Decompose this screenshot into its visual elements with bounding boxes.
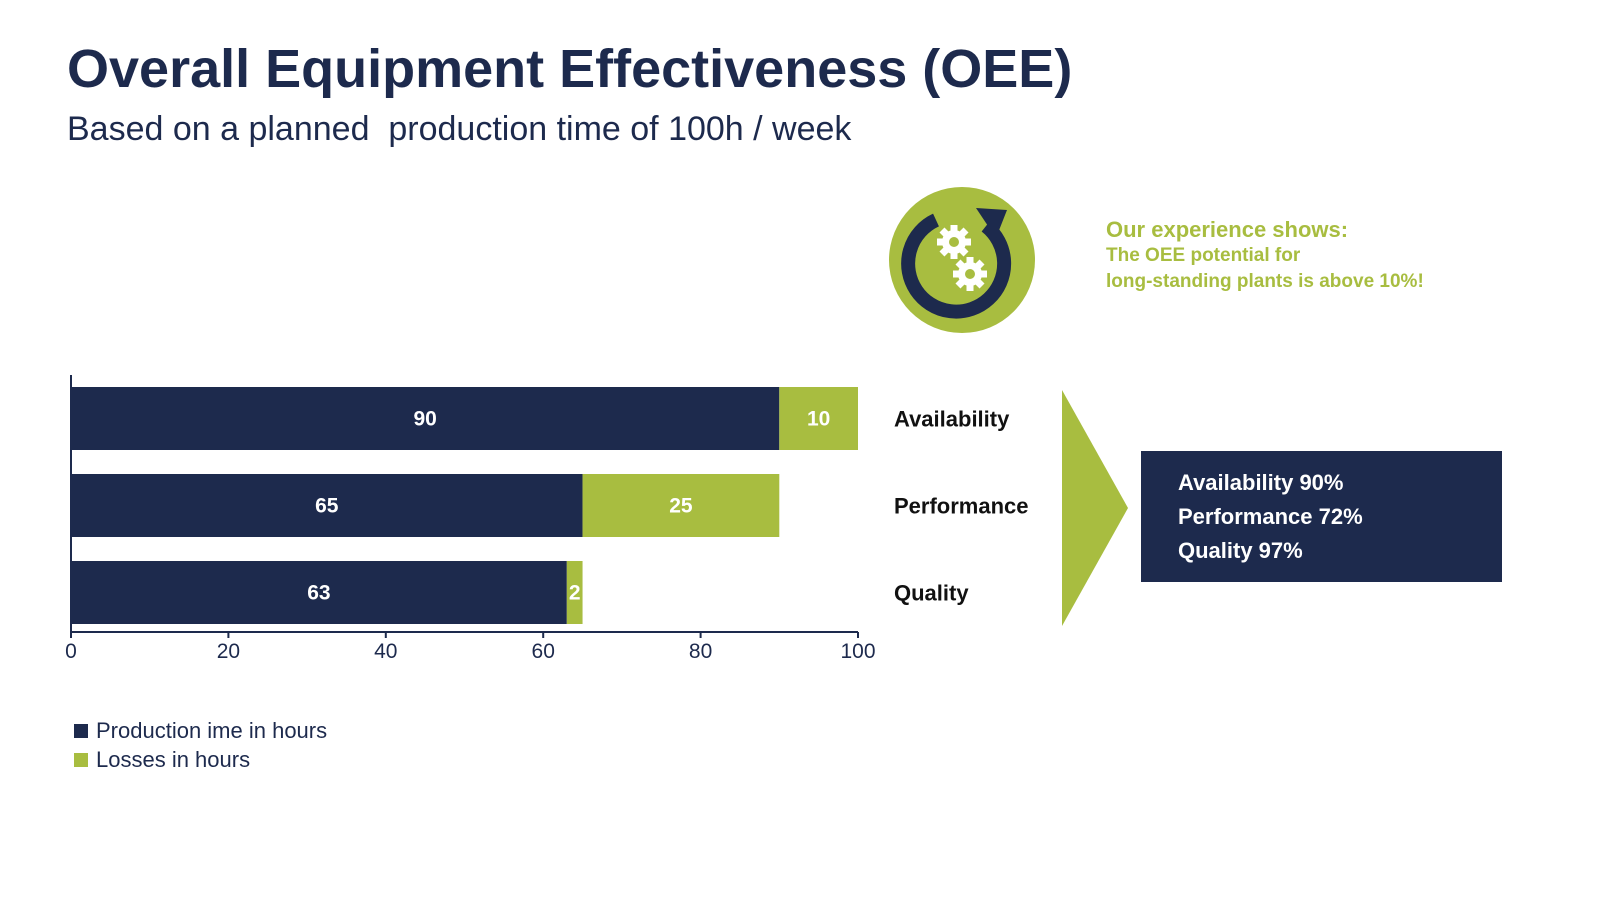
data-label-availability-losses: 10	[807, 408, 830, 431]
data-label-performance-losses: 25	[669, 495, 693, 518]
legend-label-losses: Losses in hours	[96, 746, 251, 772]
bar-availability-production	[71, 387, 780, 450]
bar-performance-production	[71, 474, 583, 537]
arrow-shape	[1062, 390, 1128, 626]
legend-swatch-losses	[74, 752, 88, 767]
result-quality: Quality 97%	[1178, 538, 1303, 563]
category-label-availability: Availability	[894, 407, 1010, 432]
bar-quality-losses	[566, 561, 583, 624]
x-tick-label: 0	[65, 640, 77, 663]
data-label-quality-losses: 2	[569, 582, 581, 605]
x-tick-label: 100	[840, 640, 875, 663]
page-subtitle: Based on a planned production time of 10…	[67, 110, 852, 148]
legend-swatch-production	[74, 723, 88, 738]
category-label-quality: Quality	[894, 581, 969, 606]
legend-label-production: Production ime in hours	[96, 717, 328, 743]
gears-cycle-icon	[888, 186, 1036, 334]
experience-line-2: long-standing plants is above 10%!	[1106, 271, 1424, 292]
data-label-performance-production: 65	[315, 495, 339, 518]
bar-availability-losses	[779, 387, 858, 450]
data-label-quality-production: 63	[307, 582, 330, 605]
experience-line-1: The OEE potential for	[1106, 245, 1301, 266]
legend-item-losses: Losses in hours	[74, 745, 327, 774]
x-tick-label: 60	[532, 640, 555, 663]
result-availability: Availability 90%	[1178, 470, 1344, 495]
page-title: Overall Equipment Effectiveness (OEE)	[67, 39, 1073, 99]
bar-quality-production	[71, 561, 567, 624]
chart-legend: Production ime in hours Losses in hours	[74, 716, 327, 774]
x-tick-label: 40	[374, 640, 397, 663]
x-tick-label: 20	[217, 640, 240, 663]
result-performance: Performance 72%	[1178, 504, 1363, 529]
data-label-availability-production: 90	[413, 408, 436, 431]
oee-results-box: Availability 90% Performance 72% Quality…	[1141, 451, 1502, 582]
experience-callout: Our experience shows: The OEE potential …	[1106, 217, 1424, 295]
x-tick-label: 80	[689, 640, 712, 663]
bar-performance-losses	[582, 474, 780, 537]
experience-title: Our experience shows:	[1106, 217, 1349, 242]
legend-item-production: Production ime in hours	[74, 716, 327, 745]
category-label-performance: Performance	[894, 494, 1029, 519]
